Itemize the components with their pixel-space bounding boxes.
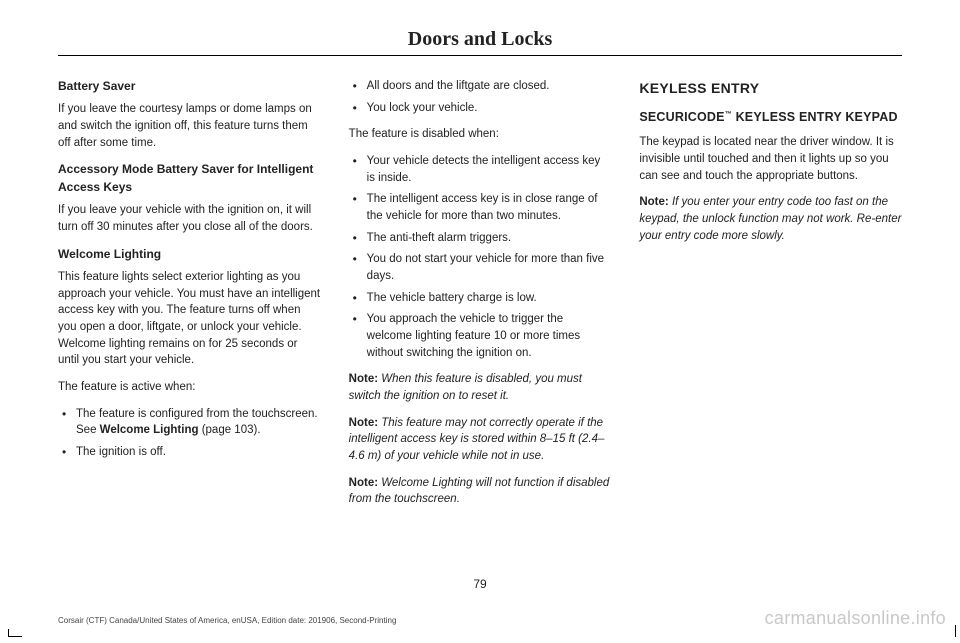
note-lead: Note: xyxy=(639,196,672,208)
page-title: Doors and Locks xyxy=(58,28,902,51)
column-1: Battery Saver If you leave the courtesy … xyxy=(58,78,321,518)
column-2: All doors and the liftgate are closed. Y… xyxy=(349,78,612,518)
paragraph: The feature is disabled when: xyxy=(349,126,612,143)
footer-edition: Corsair (CTF) Canada/United States of Am… xyxy=(58,616,396,625)
list-item: All doors and the liftgate are closed. xyxy=(349,78,612,95)
paragraph: The keypad is located near the driver wi… xyxy=(639,134,902,184)
crop-mark-icon xyxy=(954,625,956,637)
heading-securicode: SECURICODE™ KEYLESS ENTRY KEYPAD xyxy=(639,108,902,126)
content-columns: Battery Saver If you leave the courtesy … xyxy=(58,78,902,518)
heading-text: KEYLESS ENTRY KEYPAD xyxy=(732,110,898,124)
list-item: The feature is configured from the touch… xyxy=(58,406,321,439)
heading-text: SECURICODE xyxy=(639,110,724,124)
list-item: The ignition is off. xyxy=(58,444,321,461)
crop-mark-icon xyxy=(8,629,22,637)
note: Note: Welcome Lighting will not function… xyxy=(349,475,612,508)
title-rule xyxy=(58,55,902,56)
paragraph: If you leave the courtesy lamps or dome … xyxy=(58,101,321,151)
note-body: If you enter your entry code too fast on… xyxy=(639,196,901,241)
trademark-icon: ™ xyxy=(725,111,732,118)
paragraph: This feature lights select exterior ligh… xyxy=(58,269,321,369)
note: Note: This feature may not correctly ope… xyxy=(349,415,612,465)
list-item: The vehicle battery charge is low. xyxy=(349,290,612,307)
note: Note: When this feature is disabled, you… xyxy=(349,371,612,404)
note: Note: If you enter your entry code too f… xyxy=(639,194,902,244)
column-3: KEYLESS ENTRY SECURICODE™ KEYLESS ENTRY … xyxy=(639,78,902,518)
note-lead: Note: xyxy=(349,417,382,429)
bold-ref: Welcome Lighting xyxy=(100,424,199,436)
heading-battery-saver: Battery Saver xyxy=(58,78,321,95)
list-item: Your vehicle detects the intelligent acc… xyxy=(349,153,612,186)
list-item: You do not start your vehicle for more t… xyxy=(349,251,612,284)
note-lead: Note: xyxy=(349,373,382,385)
heading-keyless-entry: KEYLESS ENTRY xyxy=(639,78,902,98)
bullet-list: The feature is configured from the touch… xyxy=(58,406,321,461)
paragraph: The feature is active when: xyxy=(58,379,321,396)
list-item: You approach the vehicle to trigger the … xyxy=(349,311,612,361)
heading-accessory-mode: Accessory Mode Battery Saver for Intelli… xyxy=(58,161,321,196)
note-body: When this feature is disabled, you must … xyxy=(349,373,582,402)
bullet-list: All doors and the liftgate are closed. Y… xyxy=(349,78,612,116)
bullet-list: Your vehicle detects the intelligent acc… xyxy=(349,153,612,361)
list-item: You lock your vehicle. xyxy=(349,100,612,117)
note-lead: Note: xyxy=(349,477,382,489)
note-body: This feature may not correctly operate i… xyxy=(349,417,605,462)
page-number: 79 xyxy=(0,577,960,591)
list-text: (page 103). xyxy=(199,424,261,436)
list-item: The anti-theft alarm triggers. xyxy=(349,230,612,247)
note-body: Welcome Lighting will not function if di… xyxy=(349,477,610,506)
list-item: The intelligent access key is in close r… xyxy=(349,191,612,224)
paragraph: If you leave your vehicle with the ignit… xyxy=(58,202,321,235)
footer-watermark: carmanualsonline.info xyxy=(765,608,946,629)
heading-welcome-lighting: Welcome Lighting xyxy=(58,246,321,263)
